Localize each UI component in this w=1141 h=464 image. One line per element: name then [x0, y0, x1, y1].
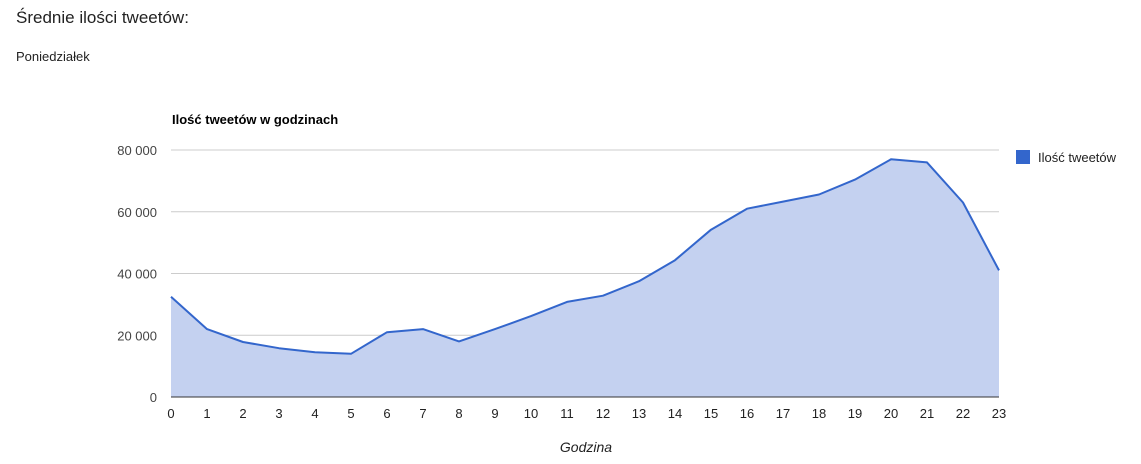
legend-label: Ilość tweetów — [1038, 150, 1117, 165]
data-point[interactable] — [997, 268, 1001, 272]
x-tick-label: 14 — [668, 406, 682, 421]
data-point[interactable] — [277, 346, 281, 350]
x-tick-label: 1 — [203, 406, 210, 421]
y-tick-label: 80 000 — [117, 143, 157, 158]
data-point[interactable] — [565, 300, 569, 304]
data-point[interactable] — [493, 327, 497, 331]
data-point[interactable] — [457, 339, 461, 343]
x-axis-ticks: 0 1 2 3 4 5 6 7 8 9 10 11 12 13 14 15 16 17 18 19 20 21 22 23 — [167, 406, 1006, 421]
data-point[interactable] — [601, 294, 605, 298]
chart-title: Ilość tweetów w godzinach — [172, 112, 338, 127]
data-point[interactable] — [637, 279, 641, 283]
x-tick-label: 11 — [560, 406, 574, 421]
data-point[interactable] — [925, 160, 929, 164]
x-tick-label: 5 — [347, 406, 354, 421]
data-point[interactable] — [313, 350, 317, 354]
x-tick-label: 23 — [992, 406, 1006, 421]
data-point[interactable] — [889, 157, 893, 161]
legend-swatch — [1016, 150, 1030, 164]
plot-area — [169, 157, 1001, 398]
x-tick-label: 16 — [740, 406, 754, 421]
x-tick-label: 21 — [920, 406, 934, 421]
data-point[interactable] — [385, 330, 389, 334]
x-tick-label: 4 — [311, 406, 318, 421]
x-tick-label: 13 — [632, 406, 646, 421]
y-tick-label: 60 000 — [117, 205, 157, 220]
x-tick-label: 3 — [275, 406, 282, 421]
legend[interactable]: Ilość tweetów — [1016, 150, 1117, 165]
data-point[interactable] — [817, 192, 821, 196]
x-tick-label: 12 — [596, 406, 610, 421]
y-tick-label: 40 000 — [117, 267, 157, 282]
x-tick-label: 7 — [419, 406, 426, 421]
x-tick-label: 10 — [524, 406, 538, 421]
x-tick-label: 20 — [884, 406, 898, 421]
data-point[interactable] — [781, 200, 785, 204]
x-tick-label: 2 — [239, 406, 246, 421]
data-point[interactable] — [673, 258, 677, 262]
page-subtitle: Poniedziałek — [16, 49, 90, 64]
series-line — [170, 158, 1000, 355]
y-tick-label: 0 — [150, 390, 157, 405]
y-tick-label: 20 000 — [117, 328, 157, 343]
data-point[interactable] — [745, 207, 749, 211]
x-tick-label: 19 — [848, 406, 862, 421]
data-point[interactable] — [241, 340, 245, 344]
series-area — [171, 159, 999, 397]
y-axis-ticks: 0 20 000 40 000 60 000 80 000 — [117, 143, 157, 405]
data-point[interactable] — [349, 352, 353, 356]
page-title: Średnie ilości tweetów: — [16, 8, 189, 27]
x-tick-label: 17 — [776, 406, 790, 421]
data-point[interactable] — [529, 314, 533, 318]
data-point[interactable] — [709, 228, 713, 232]
x-axis-label: Godzina — [560, 439, 612, 455]
x-tick-label: 0 — [167, 406, 174, 421]
data-point[interactable] — [961, 200, 965, 204]
x-tick-label: 18 — [812, 406, 826, 421]
x-tick-label: 6 — [383, 406, 390, 421]
x-tick-label: 22 — [956, 406, 970, 421]
data-point[interactable] — [421, 327, 425, 331]
x-tick-label: 8 — [455, 406, 462, 421]
x-tick-label: 9 — [491, 406, 498, 421]
data-point[interactable] — [205, 327, 209, 331]
data-point[interactable] — [169, 295, 173, 299]
data-point[interactable] — [853, 178, 857, 182]
x-tick-label: 15 — [704, 406, 718, 421]
